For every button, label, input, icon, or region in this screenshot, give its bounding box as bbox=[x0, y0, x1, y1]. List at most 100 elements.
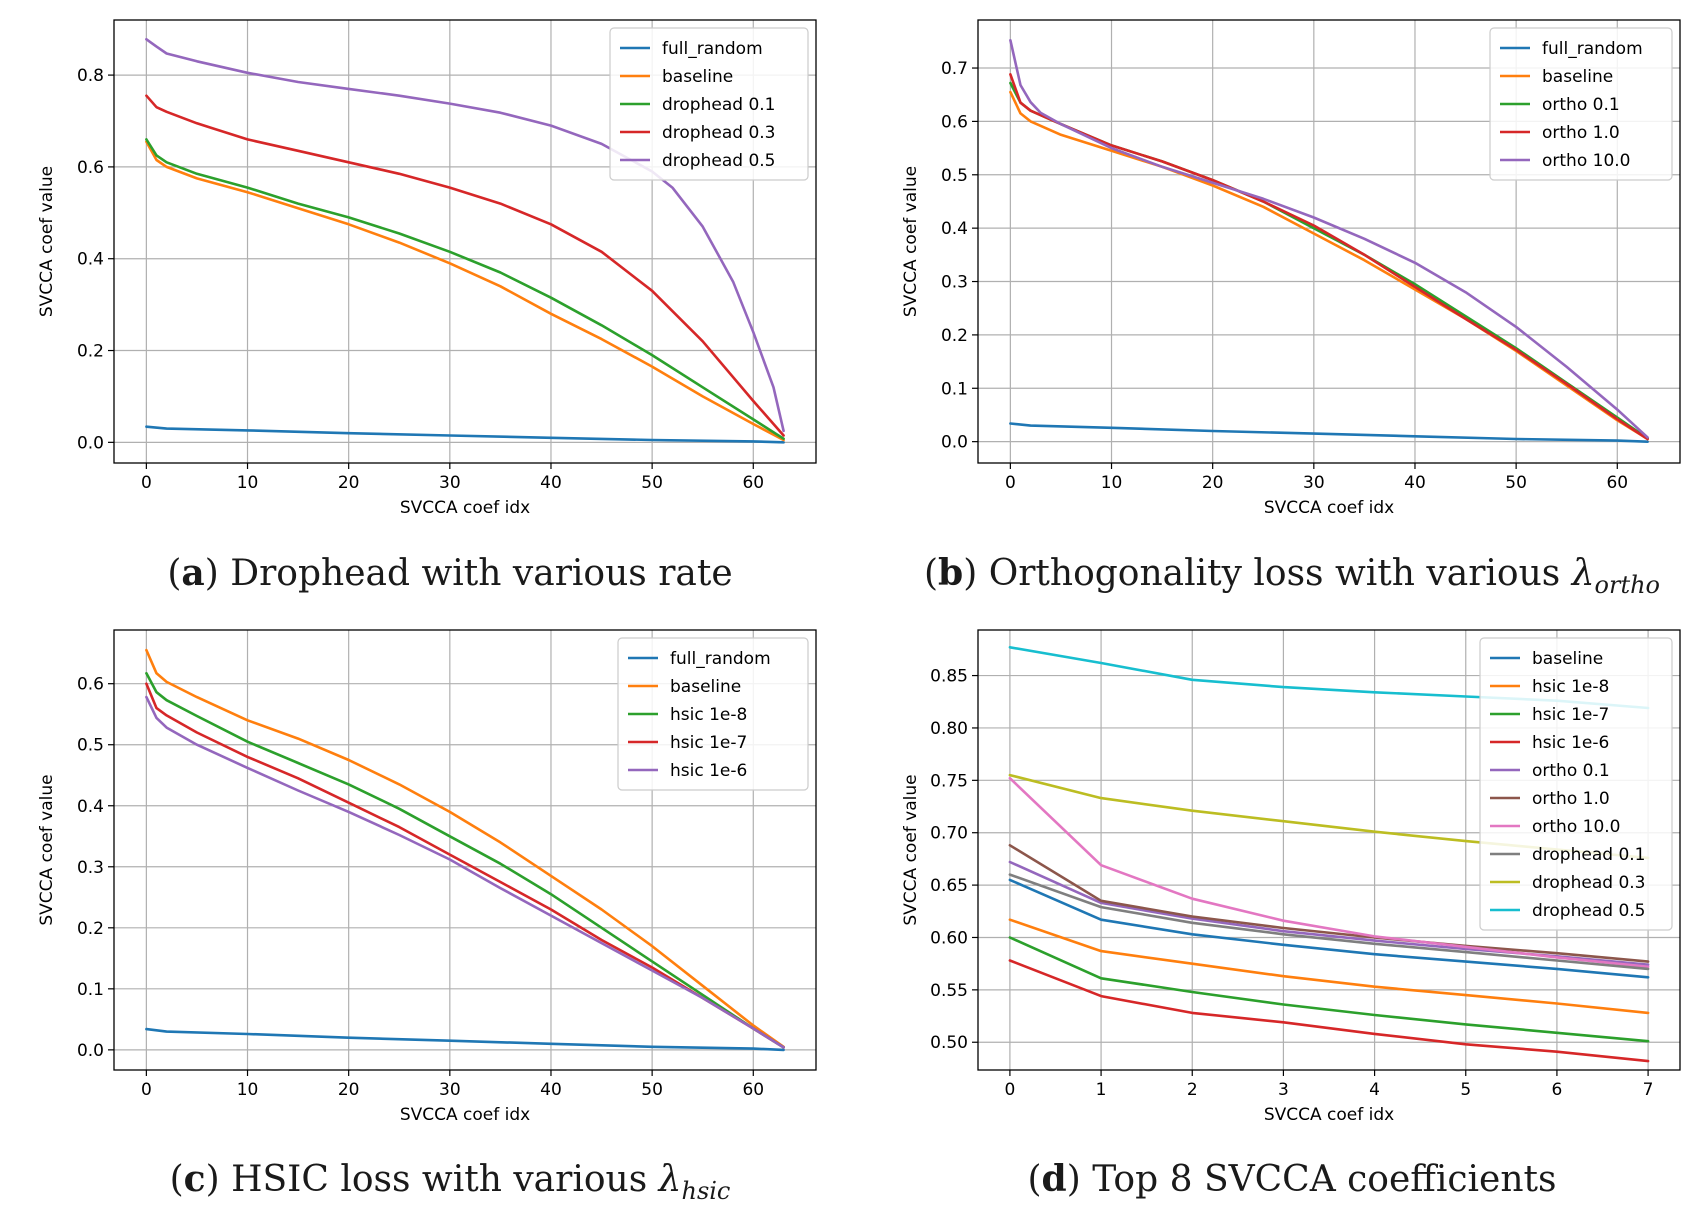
legend-label: hsic 1e-8 bbox=[670, 705, 747, 725]
x-tick-label: 60 bbox=[742, 1080, 764, 1100]
x-tick-label: 1 bbox=[1096, 1080, 1107, 1100]
legend-label: full_random bbox=[670, 649, 771, 669]
x-tick-label: 50 bbox=[641, 473, 663, 493]
x-tick-label: 50 bbox=[1505, 473, 1527, 493]
legend-label: hsic 1e-8 bbox=[1532, 677, 1609, 697]
y-tick-label: 0.1 bbox=[77, 980, 104, 1000]
y-tick-label: 0.4 bbox=[77, 797, 104, 817]
caption-c: (c) HSIC loss with various λhsic bbox=[169, 1158, 731, 1206]
axes-frame bbox=[977, 19, 1681, 464]
x-axis-label: SVCCA coef idx bbox=[1264, 1105, 1394, 1125]
y-tick-label: 0.6 bbox=[77, 158, 104, 178]
y-tick-label: 0.0 bbox=[77, 1041, 104, 1061]
legend-box bbox=[609, 27, 809, 181]
caption-text: Top 8 SVCCA coefficients bbox=[1092, 1159, 1557, 1200]
x-axis-label: SVCCA coef idx bbox=[1264, 498, 1394, 518]
series-line bbox=[1008, 959, 1650, 1063]
x-tick-label: 30 bbox=[439, 473, 461, 493]
y-tick-label: 0.2 bbox=[77, 342, 104, 362]
caption-text: Drophead with various rate bbox=[230, 553, 733, 594]
chart-b: 0 10 20 30 40 50 60 0.0 0.1 0.2 0.3 0.4 0.5 0.6 0.7 SVC… bbox=[901, 19, 1681, 518]
caption-subscript: ortho bbox=[1594, 571, 1661, 600]
caption-letter: c bbox=[183, 1158, 206, 1200]
legend-label: drophead 0.5 bbox=[1532, 901, 1645, 921]
caption-letter: a bbox=[181, 552, 205, 594]
series-line bbox=[145, 37, 785, 433]
y-tick-label: 0.5 bbox=[77, 736, 104, 756]
y-tick-label: 0.80 bbox=[930, 719, 968, 739]
y-tick-label: 0.2 bbox=[941, 326, 968, 346]
x-tick-label: 20 bbox=[338, 473, 360, 493]
legend-label: baseline bbox=[1542, 67, 1613, 87]
caption-subscript: hsic bbox=[681, 1177, 731, 1206]
x-tick-label: 0 bbox=[1004, 1080, 1015, 1100]
y-tick-label: 0.3 bbox=[77, 858, 104, 878]
legend: full_random baseline ortho 0.1 ortho 1.0 ort… bbox=[1489, 27, 1673, 181]
x-axis-label: SVCCA coef idx bbox=[400, 498, 530, 518]
y-tick-label: 0.60 bbox=[930, 928, 968, 948]
caption-b: (b) Orthogonality loss with various λort… bbox=[923, 552, 1661, 600]
x-tick-label: 5 bbox=[1460, 1080, 1471, 1100]
legend-label: drophead 0.3 bbox=[1532, 873, 1645, 893]
axes-frame bbox=[113, 629, 817, 1071]
caption-letter: b bbox=[938, 552, 964, 594]
series-line bbox=[145, 648, 785, 1049]
legend-label: ortho 1.0 bbox=[1542, 123, 1620, 143]
chart-d: 0 1 2 3 4 5 6 7 0.50 0.55 0.60 0.65 0.70 0.75 0.80 0.85… bbox=[901, 629, 1681, 1125]
legend-label: baseline bbox=[1532, 649, 1603, 669]
y-tick-label: 0.65 bbox=[930, 876, 968, 896]
series-line bbox=[1008, 776, 1650, 969]
y-tick-label: 0.55 bbox=[930, 981, 968, 1001]
caption-letter: d bbox=[1041, 1158, 1067, 1200]
x-tick-label: 0 bbox=[141, 1080, 152, 1100]
legend-label: baseline bbox=[670, 677, 741, 697]
axes-frame bbox=[977, 629, 1681, 1071]
legend-label: hsic 1e-7 bbox=[670, 733, 747, 753]
y-tick-label: 0.70 bbox=[930, 824, 968, 844]
series-line bbox=[145, 138, 785, 441]
y-tick-label: 0.6 bbox=[77, 675, 104, 695]
legend-label: hsic 1e-7 bbox=[1532, 705, 1609, 725]
series-line bbox=[1008, 918, 1650, 1015]
x-tick-label: 20 bbox=[338, 1080, 360, 1100]
y-tick-label: 0.50 bbox=[930, 1033, 968, 1053]
x-tick-label: 30 bbox=[439, 1080, 461, 1100]
legend-label: ortho 10.0 bbox=[1532, 817, 1621, 837]
y-tick-label: 0.7 bbox=[941, 59, 968, 79]
x-tick-label: 2 bbox=[1187, 1080, 1198, 1100]
series-line bbox=[145, 140, 785, 442]
legend-label: full_random bbox=[662, 39, 763, 59]
y-tick-label: 0.75 bbox=[930, 771, 968, 791]
series-line bbox=[145, 695, 785, 1049]
x-tick-label: 40 bbox=[540, 473, 562, 493]
series-line bbox=[145, 682, 785, 1049]
y-tick-label: 0.1 bbox=[941, 379, 968, 399]
legend-label: ortho 0.1 bbox=[1532, 761, 1610, 781]
y-tick-label: 0.8 bbox=[77, 66, 104, 86]
legend-label: full_random bbox=[1542, 39, 1643, 59]
series-line bbox=[1008, 843, 1650, 963]
series-line bbox=[1009, 422, 1649, 444]
y-tick-label: 0.6 bbox=[941, 112, 968, 132]
legend-label: drophead 0.1 bbox=[1532, 845, 1645, 865]
series-line bbox=[145, 671, 785, 1049]
x-tick-label: 3 bbox=[1278, 1080, 1289, 1100]
y-tick-label: 0.2 bbox=[77, 919, 104, 939]
y-tick-label: 0.0 bbox=[77, 433, 104, 453]
axes-frame bbox=[113, 19, 817, 464]
series-line bbox=[145, 425, 785, 444]
y-axis-label: SVCCA coef value bbox=[37, 774, 57, 925]
chart-a: 0 10 20 30 40 50 60 0.0 0.2 0.4 0.6 0.8 SVCCA coef i… bbox=[37, 19, 817, 518]
caption-a: (a) Drophead with various rate bbox=[167, 552, 733, 594]
y-tick-label: 0.3 bbox=[941, 273, 968, 293]
caption-text: Orthogonality loss with various bbox=[988, 553, 1572, 594]
x-tick-label: 60 bbox=[742, 473, 764, 493]
series-line bbox=[145, 1027, 785, 1052]
y-tick-label: 0.85 bbox=[930, 667, 968, 687]
legend-label: ortho 0.1 bbox=[1542, 95, 1620, 115]
x-tick-label: 0 bbox=[1005, 473, 1016, 493]
y-axis-label: SVCCA coef value bbox=[901, 774, 921, 925]
y-tick-label: 0.4 bbox=[941, 219, 968, 239]
x-axis-label: SVCCA coef idx bbox=[400, 1105, 530, 1125]
series-line bbox=[1009, 73, 1649, 441]
